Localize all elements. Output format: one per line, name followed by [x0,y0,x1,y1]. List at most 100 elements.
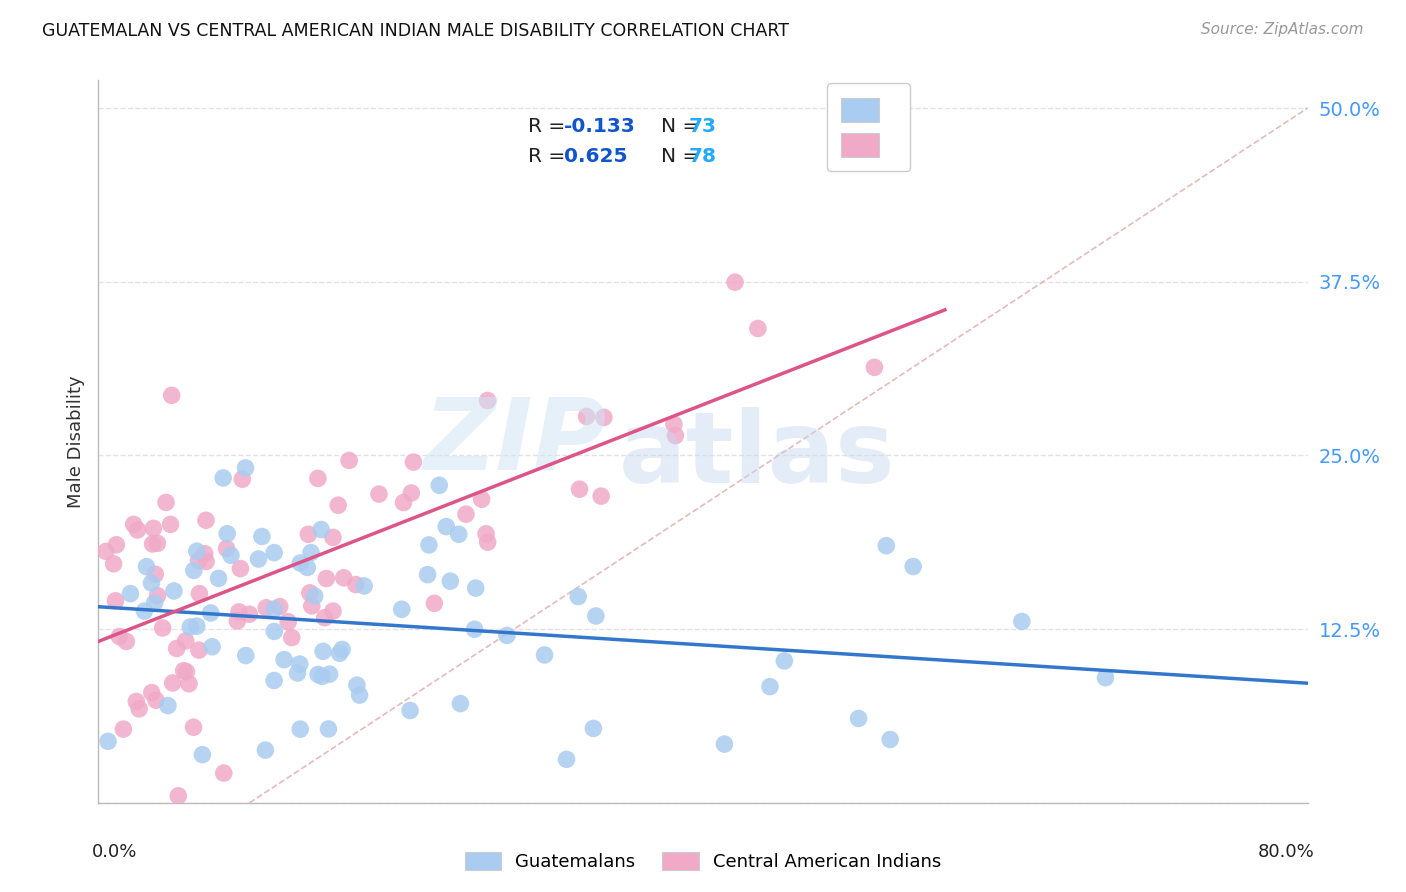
Point [475,526,498,541]
Point [301,599,323,613]
Point [217,526,239,541]
Point [152,621,174,635]
Text: Source: ZipAtlas.com: Source: ZipAtlas.com [1201,22,1364,37]
Point [290,722,312,736]
Point [195,554,218,568]
Point [582,722,605,736]
Point [575,409,598,424]
Point [94,544,117,558]
Point [247,552,270,566]
Point [464,622,486,636]
Point [212,766,235,780]
Point [143,596,166,610]
Point [875,539,897,553]
Point [401,486,423,500]
Text: N =: N = [661,117,706,136]
Point [112,722,135,736]
Point [273,653,295,667]
Point [454,507,477,521]
Point [298,586,321,600]
Point [125,694,148,708]
Point [773,654,796,668]
Point [848,711,870,725]
Point [160,388,183,402]
Point [471,492,494,507]
Point [166,641,188,656]
Point [318,667,340,681]
Point [194,547,217,561]
Text: GUATEMALAN VS CENTRAL AMERICAN INDIAN MALE DISABILITY CORRELATION CHART: GUATEMALAN VS CENTRAL AMERICAN INDIAN MA… [42,22,789,40]
Point [304,589,326,603]
Point [173,664,195,678]
Point [250,529,273,543]
Point [104,594,127,608]
Point [747,321,769,335]
Point [229,561,252,575]
Point [567,590,589,604]
Point [330,642,353,657]
Point [312,644,335,658]
Point [353,579,375,593]
Point [207,571,229,585]
Point [328,498,350,512]
Point [1094,671,1116,685]
Point [142,521,165,535]
Point [297,527,319,541]
Point [287,666,309,681]
Point [418,538,440,552]
Point [254,743,277,757]
Legend: Guatemalans, Central American Indians: Guatemalans, Central American Indians [457,845,949,879]
Point [724,275,747,289]
Point [231,472,253,486]
Point [155,495,177,509]
Point [568,482,591,496]
Point [392,495,415,509]
Point [143,567,166,582]
Point [235,461,257,475]
Point [191,747,214,762]
Point [901,559,924,574]
Point [477,393,499,408]
Point [183,720,205,734]
Point [145,693,167,707]
Point [103,557,125,571]
Point [337,453,360,467]
Point [402,455,425,469]
Point [263,546,285,560]
Point [399,704,422,718]
Point [186,544,208,558]
Point [135,559,157,574]
Point [349,688,371,702]
Point [368,487,391,501]
Point [122,517,145,532]
Text: R =: R = [527,146,571,166]
Point [263,673,285,688]
Point [863,360,886,375]
Point [177,677,200,691]
Point [344,577,367,591]
Point [307,667,329,681]
Point [427,478,450,492]
Point [142,537,165,551]
Point [447,527,470,541]
Point [97,734,120,748]
Point [263,602,285,616]
Point [228,605,250,619]
Point [318,722,340,736]
Point [346,678,368,692]
Point [141,576,163,591]
Text: ZIP: ZIP [423,393,606,490]
Point [200,606,222,620]
Text: 73: 73 [689,117,717,136]
Point [115,634,138,648]
Point [662,417,685,432]
Point [288,657,311,671]
Point [496,628,519,642]
Point [591,489,613,503]
Point [127,523,149,537]
Point [195,513,218,527]
Point [1011,615,1033,629]
Point [322,530,344,544]
Point [179,620,201,634]
Point [307,471,329,485]
